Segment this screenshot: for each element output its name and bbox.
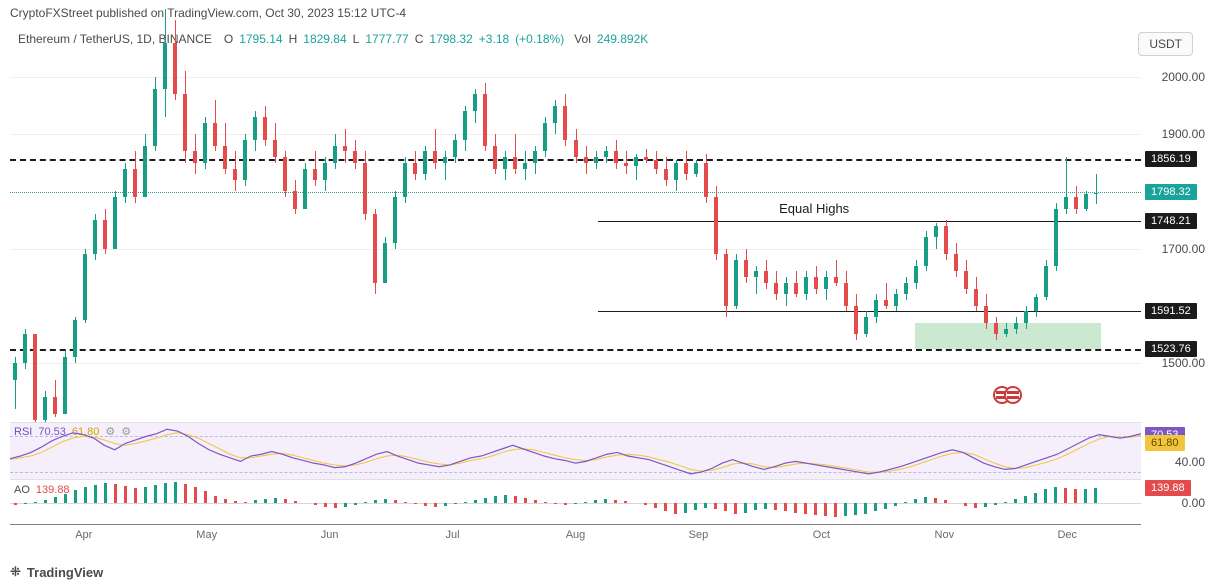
time-axis-label: Nov — [935, 529, 955, 541]
time-axis-label: Oct — [813, 529, 830, 541]
yaxis-tick: 1700.00 — [1149, 242, 1205, 256]
price-badge: 1523.76 — [1145, 341, 1197, 357]
rsi-signal-badge: 61.80 — [1145, 435, 1185, 451]
ao-panel[interactable]: AO 139.88 — [10, 482, 1141, 522]
demand-zone — [915, 323, 1102, 349]
level-line — [598, 311, 1141, 312]
rsi-panel[interactable]: RSI 70.53 61.80 ⚙ ⚙ — [10, 422, 1141, 480]
yaxis-tick: 1900.00 — [1149, 127, 1205, 141]
price-yaxis: 1500.001700.001900.002000.001856.191798.… — [1149, 20, 1211, 420]
time-axis-label: Jun — [321, 529, 339, 541]
time-axis-label: Dec — [1057, 529, 1077, 541]
price-badge: 1591.52 — [1145, 303, 1197, 319]
yaxis-tick: 1500.00 — [1149, 356, 1205, 370]
price-badge: 1748.21 — [1145, 213, 1197, 229]
watermark-icon — [993, 386, 1021, 404]
rsi-midline-label: 40.00 — [1149, 455, 1205, 469]
tradingview-logo: ⁜ TradingView — [10, 564, 103, 580]
tv-text: TradingView — [27, 565, 103, 580]
time-axis: Apr May Jun Jul Aug Sep Oct Nov Dec — [10, 524, 1141, 548]
level-line — [10, 192, 1141, 193]
level-line — [598, 221, 1141, 222]
time-axis-label: May — [196, 529, 217, 541]
price-chart[interactable]: Equal Highs — [10, 20, 1141, 420]
time-axis-label: Jul — [446, 529, 460, 541]
price-badge: 1798.32 — [1145, 184, 1197, 200]
level-line — [10, 349, 1141, 351]
annotation-equal-highs: Equal Highs — [779, 201, 849, 216]
time-axis-label: Sep — [689, 529, 709, 541]
time-axis-label: Aug — [566, 529, 586, 541]
ao-value-badge: 139.88 — [1145, 480, 1191, 496]
yaxis-tick: 2000.00 — [1149, 70, 1205, 84]
ao-label: AO — [14, 484, 30, 496]
rsi-yaxis: 70.5361.8040.00 — [1149, 422, 1211, 480]
time-axis-label: Apr — [75, 529, 92, 541]
attribution-text: CryptoFXStreet published on TradingView.… — [10, 6, 406, 20]
ao-label-row: AO 139.88 — [14, 484, 70, 496]
tv-icon: ⁜ — [10, 564, 21, 580]
ao-yaxis: 139.880.00 — [1149, 482, 1211, 522]
price-badge: 1856.19 — [1145, 151, 1197, 167]
ao-zero-label: 0.00 — [1149, 496, 1205, 510]
